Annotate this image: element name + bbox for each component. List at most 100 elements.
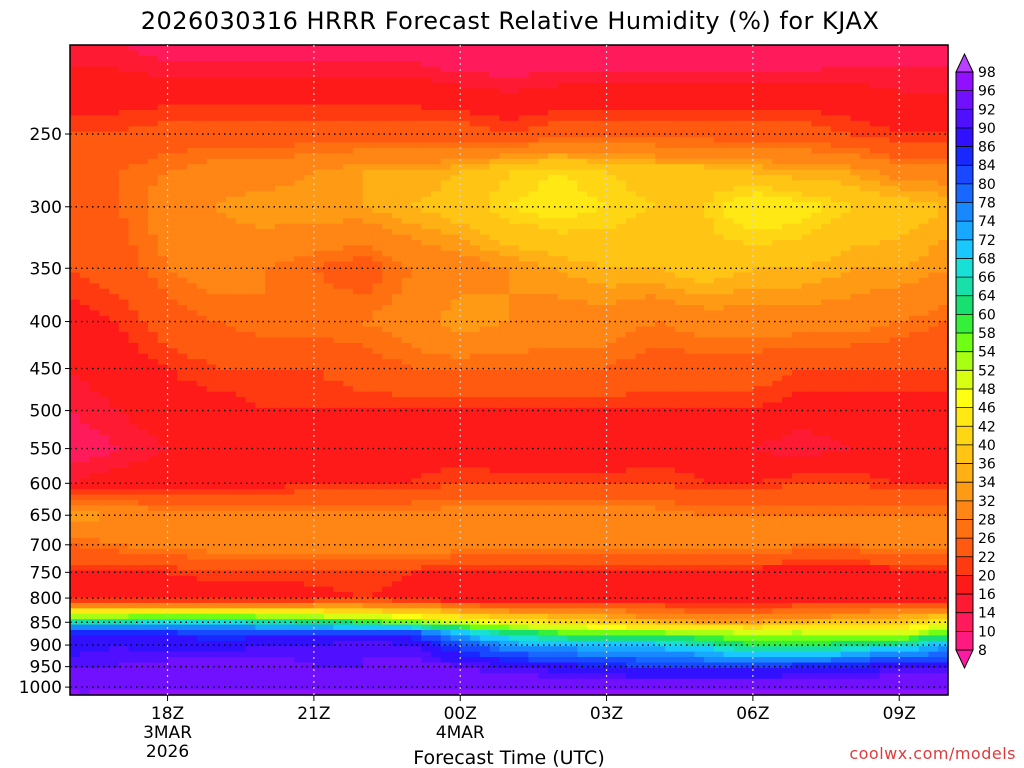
- rh-cell: [860, 202, 871, 209]
- rh-cell: [821, 277, 832, 284]
- rh-cell: [782, 50, 793, 57]
- rh-cell: [255, 240, 266, 247]
- rh-cell: [850, 299, 861, 306]
- rh-cell: [821, 180, 832, 187]
- rh-cell: [489, 147, 500, 154]
- rh-cell: [782, 45, 793, 52]
- rh-cell: [265, 185, 276, 192]
- rh-cell: [148, 310, 159, 317]
- rh-cell: [606, 153, 617, 160]
- rh-cell: [177, 99, 188, 106]
- rh-cell: [265, 223, 276, 230]
- rh-cell: [206, 234, 217, 241]
- rh-cell: [216, 229, 227, 236]
- rh-cell: [391, 147, 403, 154]
- rh-cell: [333, 202, 344, 209]
- rh-cell: [938, 153, 949, 160]
- rh-cell: [596, 72, 608, 79]
- rh-cell: [118, 45, 130, 52]
- rh-cell: [450, 212, 461, 219]
- rh-cell: [216, 223, 227, 230]
- rh-cell: [928, 261, 939, 268]
- rh-cell: [509, 142, 520, 149]
- rh-cell: [928, 218, 939, 225]
- rh-cell: [469, 277, 481, 284]
- rh-cell: [469, 191, 481, 198]
- rh-cell: [684, 99, 695, 106]
- rh-cell: [626, 147, 637, 154]
- rh-cell: [626, 277, 637, 284]
- rh-cell: [899, 45, 910, 52]
- rh-cell: [723, 272, 734, 279]
- rh-cell: [294, 337, 305, 344]
- rh-cell: [830, 115, 842, 122]
- rh-cell: [430, 337, 442, 344]
- rh-cell: [323, 175, 334, 182]
- rh-cell: [791, 126, 803, 133]
- rh-cell: [752, 315, 764, 322]
- rh-cell: [889, 315, 900, 322]
- rh-cell: [889, 218, 900, 225]
- rh-cell: [235, 310, 247, 317]
- rh-cell: [421, 153, 432, 160]
- rh-cell: [284, 212, 295, 219]
- rh-cell: [118, 250, 130, 257]
- rh-cell: [206, 223, 217, 230]
- rh-cell: [187, 104, 198, 111]
- rh-cell: [596, 229, 608, 236]
- rh-cell: [772, 294, 783, 301]
- rh-cell: [89, 261, 100, 268]
- rh-cell: [177, 120, 188, 127]
- rh-cell: [665, 169, 676, 176]
- rh-cell: [509, 137, 520, 144]
- rh-cell: [733, 77, 744, 84]
- rh-cell: [528, 250, 539, 257]
- rh-cell: [304, 272, 315, 279]
- rh-cell: [723, 202, 734, 209]
- rh-cell: [489, 66, 500, 73]
- rh-cell: [879, 88, 891, 95]
- rh-cell: [577, 88, 588, 95]
- rh-cell: [665, 229, 676, 236]
- rh-cell: [245, 175, 256, 182]
- rh-cell: [713, 147, 725, 154]
- rh-cell: [635, 131, 647, 138]
- rh-cell: [235, 55, 247, 62]
- rh-cell: [772, 202, 783, 209]
- rh-cell: [79, 321, 91, 328]
- rh-cell: [167, 61, 178, 68]
- rh-cell: [245, 120, 256, 127]
- rh-cell: [450, 55, 461, 62]
- rh-cell: [713, 104, 725, 111]
- rh-cell: [430, 261, 442, 268]
- rh-cell: [382, 185, 393, 192]
- rh-cell: [694, 277, 705, 284]
- rh-cell: [889, 131, 900, 138]
- rh-cell: [294, 326, 305, 333]
- rh-cell: [167, 104, 178, 111]
- rh-cell: [655, 196, 666, 203]
- rh-cell: [382, 256, 393, 263]
- rh-cell: [548, 147, 559, 154]
- rh-cell: [421, 240, 432, 247]
- rh-cell: [616, 104, 627, 111]
- rh-cell: [743, 321, 754, 328]
- rh-cell: [362, 164, 374, 171]
- rh-cell: [548, 77, 559, 84]
- rh-cell: [830, 175, 842, 182]
- rh-cell: [684, 250, 695, 257]
- rh-cell: [313, 158, 325, 165]
- rh-cell: [167, 223, 178, 230]
- rh-cell: [616, 147, 627, 154]
- rh-cell: [596, 294, 608, 301]
- rh-cell: [869, 240, 881, 247]
- rh-cell: [801, 326, 813, 333]
- rh-cell: [206, 126, 217, 133]
- rh-cell: [196, 185, 208, 192]
- rh-cell: [177, 245, 188, 252]
- rh-cell: [148, 82, 159, 89]
- rh-cell: [645, 283, 656, 290]
- rh-cell: [879, 305, 891, 312]
- rh-cell: [226, 55, 237, 62]
- rh-cell: [148, 147, 159, 154]
